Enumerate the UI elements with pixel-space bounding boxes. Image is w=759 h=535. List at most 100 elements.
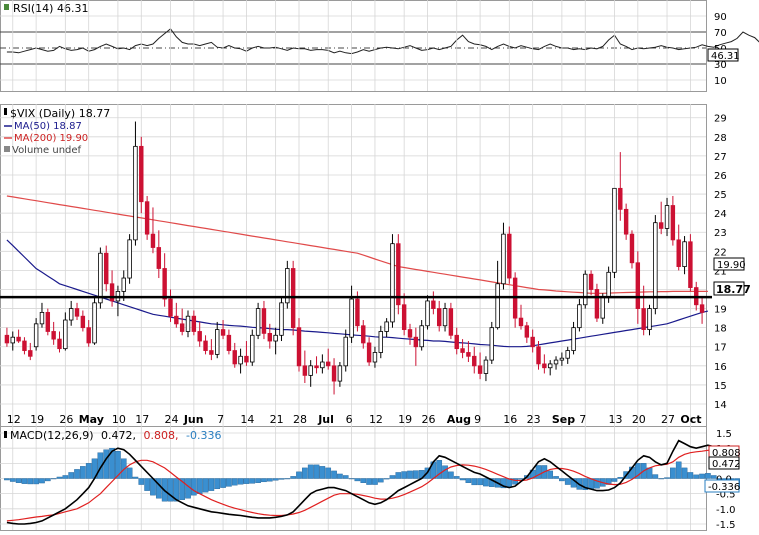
macd-histogram-bar [547,470,554,479]
candle-body [220,329,226,336]
candle-body [431,300,436,309]
macd-histogram-bar [44,478,51,482]
rsi-tick-label: 30 [714,60,727,71]
x-axis-label: 21 [270,413,284,426]
candle-body [501,233,506,285]
x-axis-label: 20 [632,413,646,426]
candle-body [86,327,91,344]
macd-histogram-bar [173,478,180,502]
macd-title-marker [4,431,7,438]
candle-body [396,243,401,306]
price-tick-label: 27 [714,152,727,163]
macd-signal-path [6,449,738,522]
macd-histogram-bar [284,478,291,480]
macd-histogram-bar [120,458,127,479]
macd-histogram-bar [237,478,244,485]
candle-body [682,241,687,267]
x-axis-label: 7 [217,413,224,426]
macd-histogram-bar [635,463,641,479]
macd-histogram-bar [261,478,267,483]
candle-body [244,355,249,363]
price-tick-label: 15 [714,381,727,392]
macd-histogram-bar [395,472,402,479]
macd-histogram-bar [266,478,273,482]
macd-histogram-bar [179,478,185,500]
candle-body [407,329,413,338]
macd-histogram-bar [664,477,670,479]
candle-body [390,243,395,323]
candle-body [460,348,465,353]
macd-histogram-bar [407,470,413,479]
ma200-price-label: 19.90 [713,257,746,271]
candle-body [174,315,179,325]
candle-body [419,325,424,348]
candle-body [39,311,45,325]
macd-histogram-bar [85,463,92,479]
candle-body [296,327,302,367]
candle-body [518,317,524,327]
macd-histogram-bar [348,478,355,480]
macd-tick-label: -0.5 [716,490,736,501]
candle-body [51,331,56,340]
macd-histogram-bar [138,478,145,485]
candle-body [571,327,576,351]
candle-body [436,308,442,327]
price-y-axis: 29282726252423222120191817161514 [714,114,727,411]
macd-histogram-bar [80,466,86,479]
candle-body [4,334,10,344]
macd-histogram-bar [226,478,232,487]
macd-histogram-bar [535,465,542,479]
macd-histogram-bar [15,478,22,483]
candle-body [495,283,500,329]
candle-body [401,304,407,330]
x-axis-label: 6 [346,413,353,426]
macd-histogram-bar [436,460,443,479]
x-axis-label: 24 [164,413,178,426]
macd-histogram-bar [231,478,238,486]
candle-body [489,327,494,361]
macd-histogram-bar [325,467,332,479]
candle-body [565,350,570,359]
price-tick-label: 16 [714,362,727,373]
ma50-legend: MA(50) 18.87 [14,121,82,132]
macd-histogram-bar [214,478,221,490]
candle-body [98,252,103,304]
macd-histogram-bar [50,478,57,480]
candle-body [16,336,21,342]
macd-histogram-bar [699,473,705,479]
candle-body [168,298,173,317]
candle-body [279,302,284,336]
macd-histogram-bar [33,478,39,485]
macd-histogram-bar [56,476,63,479]
macd-histogram-bar [290,476,296,479]
candle-body [670,205,676,241]
candle-body [355,298,360,327]
price-tick-label: 28 [714,133,727,144]
candle-body [577,304,582,329]
candle-body [483,359,489,374]
rsi-tick-label: 90 [714,12,727,23]
candle-body [191,315,197,332]
macd-histogram-bar [459,478,466,481]
candle-body [466,352,471,357]
candle-body [144,201,150,235]
x-axis-label: Sep [552,413,575,426]
price-tick-label: 19 [714,305,727,316]
macd-lines [6,439,738,525]
candle-body [261,308,267,334]
candle-body [57,338,62,350]
panel-frame-1 [0,0,707,92]
macd-histogram-bar [670,467,676,479]
x-axis-label: 28 [293,413,307,426]
macd-histogram-bar [500,478,507,489]
macd-histogram-bar [243,478,250,484]
macd-title-text: MACD(12,26,9) [10,429,94,442]
candle-body [343,336,348,367]
volume-legend-swatch [4,146,10,152]
macd-histogram-bar [115,451,121,479]
rsi-line [6,28,759,55]
candle-body [179,323,185,332]
candle-body [139,145,144,203]
macd-histogram-bar [442,465,448,479]
